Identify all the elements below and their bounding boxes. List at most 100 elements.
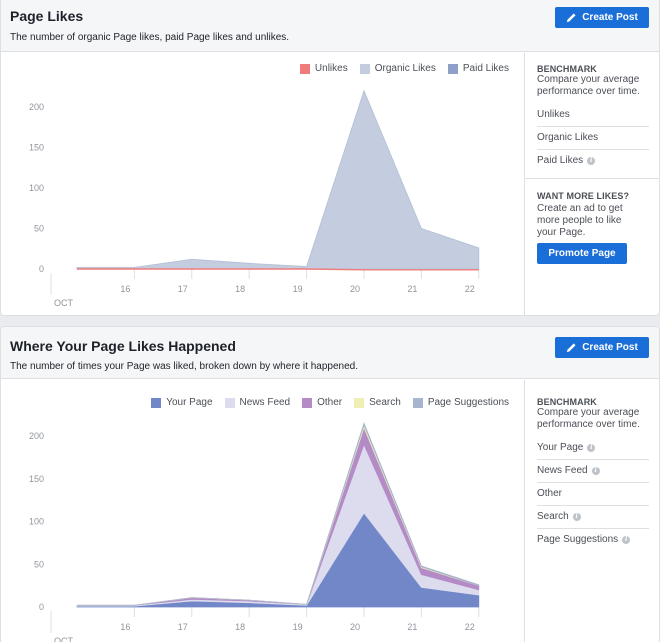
where-likes-section: Where Your Page Likes Happened The numbe… [0, 326, 660, 642]
benchmark-text: Compare your average performance over ti… [537, 74, 640, 97]
page-likes-header: Page Likes The number of organic Page li… [1, 0, 659, 52]
month-label: OCT [54, 298, 74, 308]
legend-swatch [447, 63, 458, 74]
y-tick-label: 200 [29, 102, 44, 112]
benchmark-heading: BENCHMARK [537, 64, 597, 74]
where-likes-chart-svg: 0 50 100 150 200 16 17 18 19 20 21 22 OCT [29, 421, 480, 642]
benchmark-item-label: Other [537, 488, 563, 499]
benchmark-item-label: Search [537, 511, 569, 522]
benchmark-item-paid-likes[interactable]: Paid Likes i [537, 155, 649, 172]
legend-item[interactable]: Unlikes [299, 63, 348, 74]
y-tick-label: 100 [29, 517, 44, 527]
benchmark-item-other[interactable]: Other [537, 488, 649, 506]
benchmark-item-page-suggestions[interactable]: Page Suggestions i [537, 534, 649, 551]
x-tick-label: 17 [178, 622, 188, 632]
x-tick-label: 20 [350, 284, 360, 294]
legend-label: Organic Likes [374, 63, 436, 74]
page-likes-title: Page Likes [10, 8, 84, 24]
pencil-icon [567, 343, 576, 353]
benchmark-heading: BENCHMARK [537, 397, 597, 407]
legend-label: Paid Likes [462, 63, 509, 74]
info-icon: i [591, 466, 600, 475]
benchmark-text: Compare your average performance over ti… [537, 407, 640, 430]
legend-item[interactable]: Paid Likes [447, 63, 509, 74]
benchmark-item-news-feed[interactable]: News Feed i [537, 465, 649, 483]
info-icon: i [572, 512, 581, 521]
create-post-button[interactable]: Create Post [555, 337, 649, 358]
series-area-news-feed [76, 443, 480, 607]
legend-item[interactable]: Other [302, 397, 342, 408]
page-likes-chart-svg: 0 50 100 150 200 16 17 18 19 20 21 22 OCT [29, 89, 480, 308]
legend-swatch [224, 397, 235, 408]
legend-label: Other [317, 397, 343, 408]
where-likes-sidebar: BENCHMARK Compare your average performan… [524, 380, 660, 642]
create-post-label: Create Post [582, 342, 638, 353]
benchmark-item-label: Your Page [537, 442, 584, 453]
x-tick-label: 20 [350, 622, 360, 632]
where-likes-subtitle: The number of times your Page was liked,… [10, 361, 358, 372]
y-tick-label: 200 [29, 431, 44, 441]
benchmark-item-organic-likes[interactable]: Organic Likes [537, 132, 649, 150]
legend-item[interactable]: Page Suggestions [412, 397, 509, 408]
benchmark-item-your-page[interactable]: Your Page i [537, 442, 649, 460]
legend-label: Search [369, 397, 401, 408]
want-more-heading: WANT MORE LIKES? [537, 191, 630, 201]
where-likes-chart: Your Page News Feed Other Search Page Sugges… [1, 380, 523, 642]
legend-label: Your Page [166, 397, 213, 408]
legend-swatch [354, 397, 365, 408]
benchmark-item-label: News Feed [537, 465, 588, 476]
x-tick-label: 21 [407, 284, 417, 294]
legend-item[interactable]: Search [354, 397, 401, 408]
legend-item[interactable]: News Feed [224, 397, 291, 408]
benchmark-item-label: Page Suggestions [537, 534, 619, 545]
legend-swatch [299, 63, 310, 74]
legend-label: Page Suggestions [427, 397, 509, 408]
y-tick-label: 50 [34, 559, 44, 569]
benchmark-item-unlikes[interactable]: Unlikes [537, 109, 649, 127]
month-label: OCT [54, 636, 74, 642]
want-more-text: Create an ad to get more people to like … [537, 203, 623, 238]
page-likes-legend: Unlikes Organic Likes Paid Likes [299, 63, 509, 74]
sidebar-divider [525, 178, 660, 179]
pencil-icon [567, 13, 576, 23]
x-tick-label: 16 [120, 622, 130, 632]
benchmark-item-label: Paid Likes [537, 155, 584, 166]
info-icon: i [587, 156, 596, 165]
y-tick-label: 150 [29, 143, 44, 153]
page-likes-section: Page Likes The number of organic Page li… [0, 0, 660, 316]
x-tick-label: 22 [465, 622, 475, 632]
legend-swatch [412, 397, 423, 408]
page-likes-sidebar: BENCHMARK Compare your average performan… [524, 53, 660, 315]
benchmark-item-search[interactable]: Search i [537, 511, 649, 529]
series-area-organic-likes [76, 89, 480, 270]
where-likes-legend: Your Page News Feed Other Search Page Sugges… [151, 397, 509, 408]
legend-label: News Feed [239, 397, 291, 408]
page-likes-chart: Unlikes Organic Likes Paid Likes 0 50 100 150… [1, 53, 523, 315]
legend-label: Unlikes [314, 63, 348, 74]
page-likes-subtitle: The number of organic Page likes, paid P… [10, 32, 290, 43]
y-tick-label: 0 [39, 264, 44, 274]
x-tick-label: 19 [293, 284, 303, 294]
where-likes-header: Where Your Page Likes Happened The numbe… [1, 327, 659, 379]
promote-page-button[interactable]: Promote Page [537, 243, 627, 264]
create-post-button[interactable]: Create Post [555, 7, 649, 28]
legend-item[interactable]: Organic Likes [359, 63, 436, 74]
legend-swatch [151, 397, 162, 408]
x-tick-label: 16 [120, 284, 130, 294]
y-tick-label: 150 [29, 474, 44, 484]
info-icon: i [622, 535, 631, 544]
legend-swatch [359, 63, 370, 74]
legend-item[interactable]: Your Page [151, 397, 213, 408]
x-tick-label: 18 [235, 284, 245, 294]
y-tick-label: 50 [34, 224, 44, 234]
where-likes-title: Where Your Page Likes Happened [10, 338, 236, 354]
x-tick-label: 21 [407, 622, 417, 632]
x-tick-label: 22 [465, 284, 475, 294]
series-area-page-suggestions [77, 421, 480, 606]
y-tick-label: 0 [39, 602, 44, 612]
y-tick-label: 100 [29, 183, 44, 193]
info-icon: i [587, 443, 596, 452]
benchmark-item-label: Unlikes [537, 109, 570, 120]
x-tick-label: 19 [293, 622, 303, 632]
legend-swatch [302, 397, 313, 408]
